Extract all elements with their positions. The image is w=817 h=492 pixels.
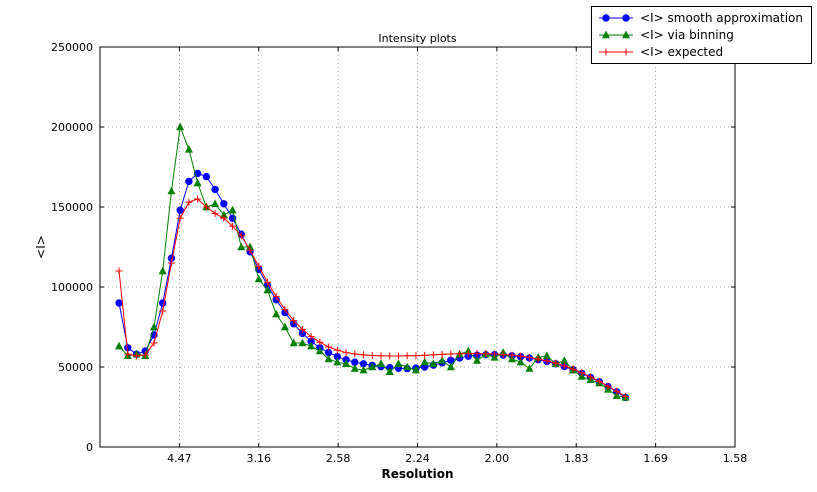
legend-label: <I> via binning	[640, 28, 734, 42]
legend-label: <I> expected	[640, 45, 724, 59]
svg-text:0: 0	[86, 441, 93, 454]
svg-text:4.47: 4.47	[167, 452, 192, 465]
svg-text:50000: 50000	[58, 361, 93, 374]
x-axis-label: Resolution	[381, 467, 454, 481]
svg-text:1.69: 1.69	[643, 452, 668, 465]
circle-marker-sample	[599, 14, 634, 22]
svg-text:250000: 250000	[51, 41, 93, 54]
svg-text:2.58: 2.58	[326, 452, 351, 465]
triangle-marker-sample	[599, 30, 634, 39]
legend-item: <I> expected	[597, 44, 803, 60]
legend-label: <I> smooth approximation	[640, 11, 803, 25]
plus-marker-sample	[599, 48, 634, 56]
svg-text:200000: 200000	[51, 121, 93, 134]
legend: <I> smooth approximation <I> via binning <…	[591, 6, 812, 64]
svg-text:1.83: 1.83	[564, 452, 589, 465]
svg-text:3.16: 3.16	[247, 452, 272, 465]
svg-text:1.58: 1.58	[723, 452, 748, 465]
chart-title: Intensity plots	[378, 32, 457, 45]
legend-item: <I> smooth approximation	[597, 10, 803, 26]
svg-text:2.24: 2.24	[405, 452, 430, 465]
svg-text:2.00: 2.00	[485, 452, 510, 465]
svg-text:100000: 100000	[51, 281, 93, 294]
svg-text:150000: 150000	[51, 201, 93, 214]
legend-item: <I> via binning	[597, 27, 803, 43]
y-axis-label: <I>	[34, 235, 48, 259]
